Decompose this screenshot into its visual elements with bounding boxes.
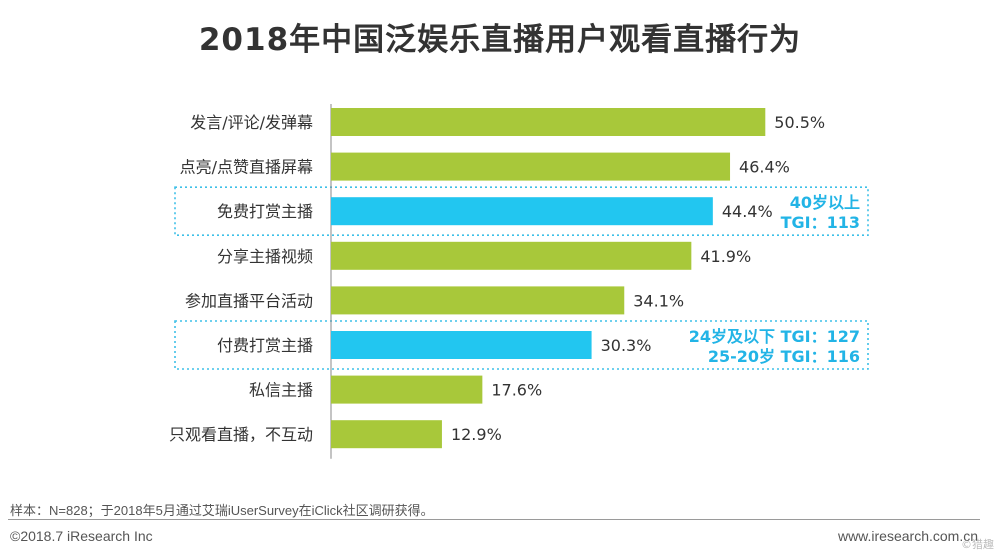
category-label: 分享主播视频 xyxy=(217,247,313,266)
value-label: 30.3% xyxy=(601,336,652,355)
website-link[interactable]: www.iresearch.com.cn xyxy=(837,528,978,544)
value-label: 44.4% xyxy=(722,202,773,221)
watermark: ©猎趣 xyxy=(961,538,994,551)
category-label: 发言/评论/发弹幕 xyxy=(190,113,313,132)
category-label: 免费打赏主播 xyxy=(217,202,313,221)
annotation-text: 25-20岁 TGI：116 xyxy=(708,347,860,366)
highlight-box xyxy=(174,186,869,236)
category-label: 参加直播平台活动 xyxy=(185,291,313,310)
category-label: 点亮/点赞直播屏幕 xyxy=(180,158,313,177)
category-label: 只观看直播，不互动 xyxy=(169,425,313,444)
value-label: 50.5% xyxy=(774,113,825,132)
bar xyxy=(331,331,592,359)
value-label: 46.4% xyxy=(739,158,790,177)
value-label: 34.1% xyxy=(633,291,684,310)
annotation-text: TGI：113 xyxy=(781,213,860,232)
bar xyxy=(331,286,625,315)
highlight-box xyxy=(174,320,869,370)
category-label: 私信主播 xyxy=(249,381,313,400)
bar-chart: 发言/评论/发弹幕 50.5% 点亮/点赞直播屏幕 46.4% 免费打赏主播 44.4% 分… xyxy=(169,104,869,459)
value-label: 41.9% xyxy=(700,247,751,266)
category-label: 付费打赏主播 xyxy=(217,336,313,355)
bar xyxy=(331,152,731,181)
bar xyxy=(331,420,442,449)
annotation-text: 40岁以上 xyxy=(790,193,860,212)
bar xyxy=(331,241,692,270)
sample-note: 样本：N=828；于2018年5月通过艾瑞iUserSurvey在iClick社… xyxy=(10,503,434,518)
value-label: 17.6% xyxy=(491,381,542,400)
footer-divider xyxy=(8,519,980,520)
bar xyxy=(331,108,766,136)
bar xyxy=(331,375,483,404)
annotation-text: 24岁及以下 TGI：127 xyxy=(689,327,860,346)
bar xyxy=(331,197,713,226)
chart-title: 2018年中国泛娱乐直播用户观看直播行为 xyxy=(198,22,802,58)
value-label: 12.9% xyxy=(451,425,502,444)
copyright: ©2018.7 iResearch Inc xyxy=(10,528,153,544)
